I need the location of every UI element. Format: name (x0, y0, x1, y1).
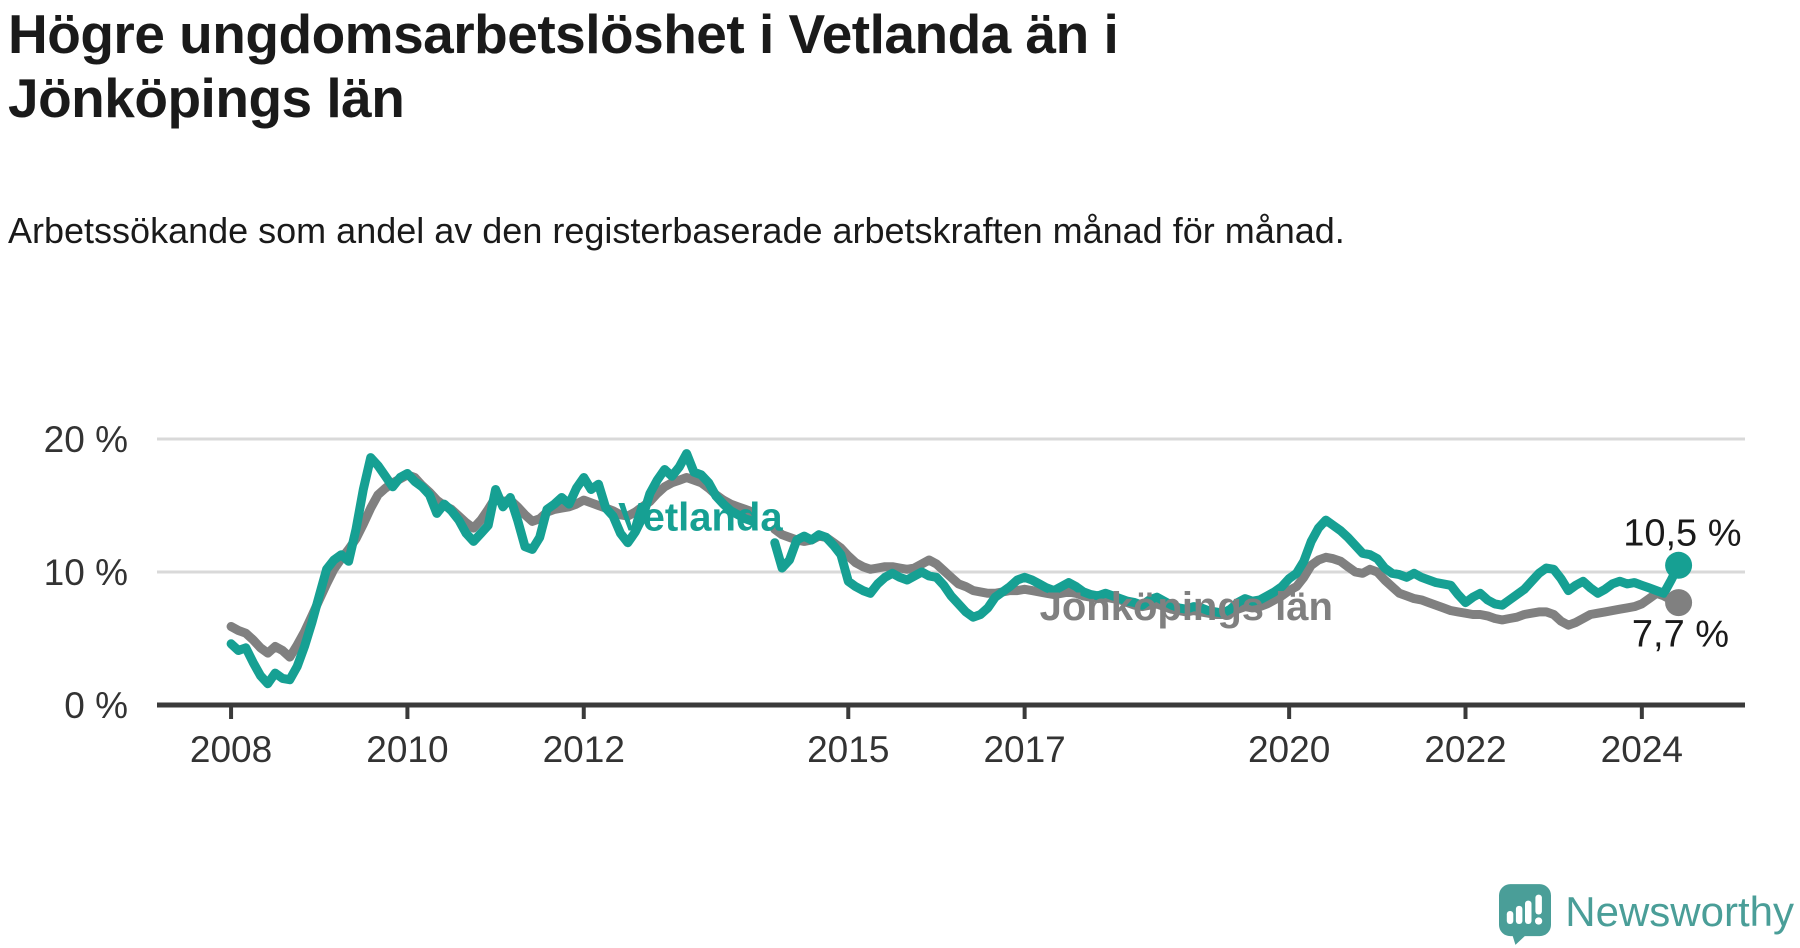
annotation-end-label-vetlanda: 10,5 % (1623, 512, 1741, 554)
series-line-vetlanda (226, 449, 1684, 689)
x-tick-label-2015: 2015 (807, 729, 889, 770)
y-tick-label-0: 0 % (64, 685, 128, 726)
x-tick-label-2020: 2020 (1248, 729, 1330, 770)
y-tick-label-20: 20 % (44, 419, 128, 460)
x-tick-label-2008: 2008 (190, 729, 272, 770)
chart-subtitle: Arbetssökande som andel av den registerb… (8, 210, 1345, 251)
x-tick-label-2012: 2012 (543, 729, 625, 770)
series-end-dot-j-nk-pings-l-n (1665, 589, 1693, 617)
newsworthy-branding: Newsworthy (1499, 884, 1794, 948)
chart-title: Högre ungdomsarbetslöshet i Vetlanda än … (8, 3, 1119, 129)
x-tick-label-2022: 2022 (1424, 729, 1506, 770)
x-tick-label-2024: 2024 (1601, 729, 1683, 770)
newsworthy-logo-text: Newsworthy (1565, 888, 1794, 935)
annotation-end-label-jonkoping: 7,7 % (1632, 614, 1729, 656)
annotation-label-vetlanda: Vetlanda (618, 496, 783, 540)
y-tick-label-10: 10 % (44, 552, 128, 593)
x-tick-label-2017: 2017 (983, 729, 1065, 770)
annotation-label-jonkoping: Jönköpings län (1040, 585, 1333, 629)
x-tick-label-2010: 2010 (366, 729, 448, 770)
newsworthy-logo-icon (1499, 884, 1552, 945)
series-end-dot-vetlanda (1665, 551, 1693, 579)
